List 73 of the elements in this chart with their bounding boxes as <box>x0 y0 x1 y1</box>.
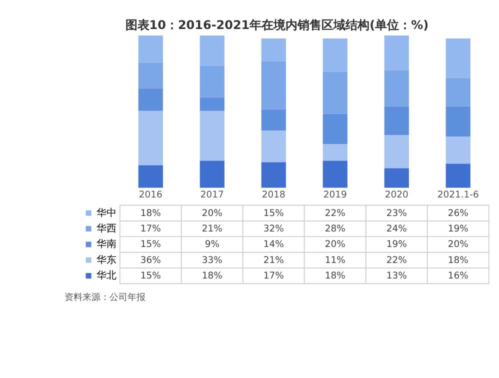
x-tick-label: 2020 <box>384 189 408 200</box>
bar <box>200 66 224 98</box>
x-tick-label: 2019 <box>323 189 347 200</box>
bar <box>446 164 470 188</box>
x-tick-label: 2016 <box>138 189 163 200</box>
data-label: 22% <box>386 254 408 266</box>
data-label: 33% <box>202 254 223 266</box>
legend-label: 华南 <box>96 238 117 250</box>
data-label: 36% <box>140 254 162 266</box>
data-label: 21% <box>202 224 223 235</box>
data-label: 13% <box>386 270 408 282</box>
x-tick-label: 2017 <box>200 189 224 200</box>
bar <box>261 38 286 62</box>
bar <box>384 168 409 188</box>
data-label: 22% <box>324 208 346 219</box>
bar <box>446 106 470 136</box>
x-tick-label: 2018 <box>262 189 286 200</box>
bar <box>322 114 348 144</box>
bar <box>138 110 163 166</box>
data-label: 26% <box>448 208 469 219</box>
data-label: 11% <box>324 254 346 266</box>
data-label: 18% <box>324 270 346 282</box>
bar <box>322 160 348 188</box>
bar <box>261 130 286 162</box>
bar <box>138 36 163 63</box>
legend-label: 华北 <box>96 270 117 282</box>
bar <box>138 88 163 111</box>
data-label: 28% <box>324 224 346 235</box>
bar <box>200 110 224 161</box>
data-label: 20% <box>202 208 223 219</box>
data-label: 15% <box>140 239 162 250</box>
data-label: 15% <box>140 270 162 282</box>
data-label: 15% <box>263 208 284 219</box>
data-label: 19% <box>386 239 408 250</box>
data-label: 9% <box>204 239 220 250</box>
bar <box>322 38 348 72</box>
bar <box>261 162 286 188</box>
bar <box>322 144 348 161</box>
legend-label: 华东 <box>96 254 117 266</box>
data-label: 16% <box>448 270 469 282</box>
data-label: 20% <box>324 239 346 250</box>
data-label: 23% <box>386 208 408 219</box>
bar <box>200 97 224 111</box>
bar <box>261 61 286 110</box>
bar <box>384 36 409 70</box>
bar <box>138 165 163 188</box>
chart-title: 图表10：2016-2021年在境内销售区域结构(单位：%) <box>125 18 429 32</box>
bar <box>200 36 224 66</box>
data-label: 21% <box>263 254 284 266</box>
data-label: 18% <box>202 270 223 282</box>
bar <box>384 134 409 168</box>
data-label: 24% <box>386 224 408 235</box>
bar <box>446 136 470 164</box>
text: 资料来源：公司年报 <box>64 292 146 304</box>
data-label: 32% <box>263 224 284 235</box>
bar <box>322 72 348 114</box>
bar <box>446 38 470 78</box>
data-label: 17% <box>140 224 162 235</box>
bar <box>200 160 224 188</box>
legend-label: 华西 <box>96 222 117 235</box>
data-label: 18% <box>448 254 469 266</box>
bar <box>138 62 163 88</box>
data-label: 18% <box>140 208 162 219</box>
bar <box>261 109 286 130</box>
legend-label: 华中 <box>96 206 117 219</box>
x-tick-label: 2021.1-6 <box>437 189 479 200</box>
bar <box>384 70 409 106</box>
bar <box>446 78 470 106</box>
data-label: 14% <box>263 239 284 250</box>
data-label: 20% <box>448 239 469 250</box>
data-label: 19% <box>448 224 469 235</box>
bar <box>384 106 409 135</box>
data-label: 17% <box>263 270 284 282</box>
